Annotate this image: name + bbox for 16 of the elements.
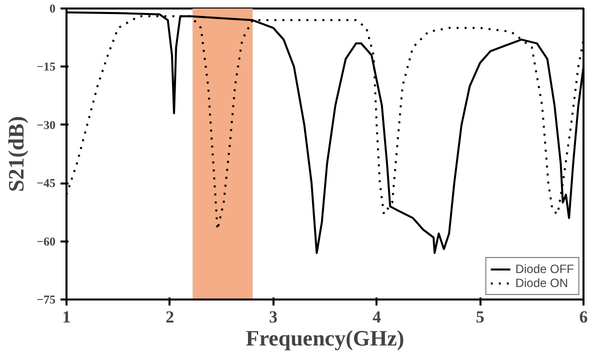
y-tick-label: 0 xyxy=(50,2,56,16)
y-tick-label: −30 xyxy=(36,118,56,132)
x-tick-label: 3 xyxy=(269,308,278,326)
y-tick-label: −60 xyxy=(36,234,56,248)
y-tick-label: −75 xyxy=(36,292,56,306)
x-tick-label: 5 xyxy=(476,308,484,326)
x-tick-label: 1 xyxy=(62,308,71,326)
legend-label: Diode OFF xyxy=(515,262,574,276)
x-axis-title: Frequency(GHz) xyxy=(246,326,404,350)
x-tick-label: 2 xyxy=(166,308,174,326)
legend-label: Diode ON xyxy=(515,276,568,290)
x-tick-label: 6 xyxy=(579,308,588,326)
y-tick-label: −15 xyxy=(36,60,56,74)
x-tick-label: 4 xyxy=(372,308,382,326)
y-axis-title: S21(dB) xyxy=(4,116,29,192)
y-tick-label: −45 xyxy=(36,176,56,190)
